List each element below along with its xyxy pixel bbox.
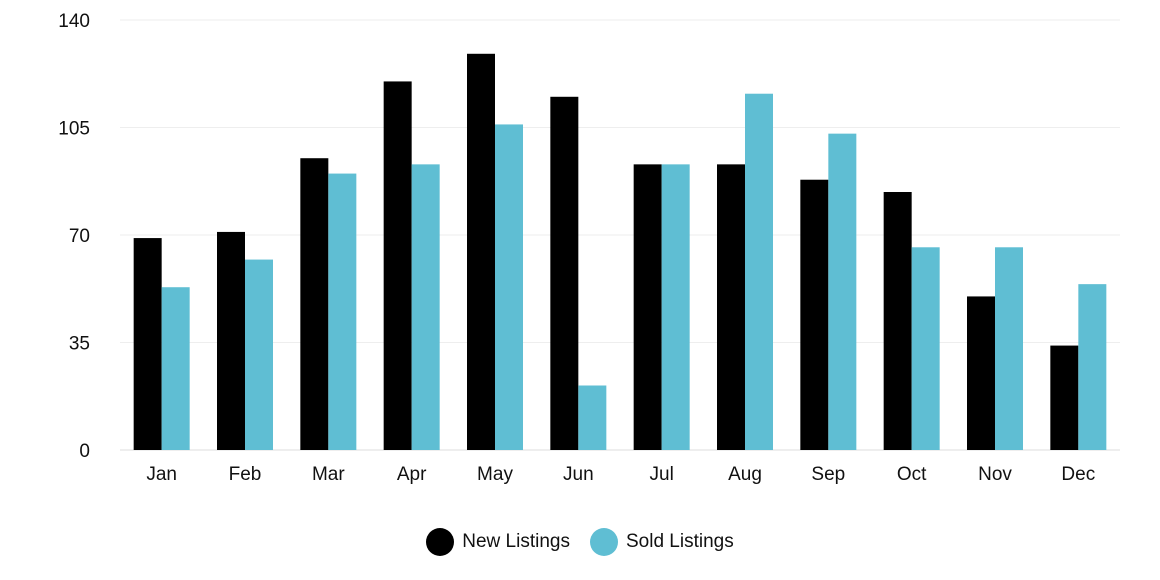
x-tick-label: Sep bbox=[811, 464, 845, 485]
bar-new-listings-jul[interactable]: New Listings Jul: 93 bbox=[633, 164, 662, 450]
y-tick-label: 0 bbox=[79, 441, 90, 462]
bar-sold-listings-apr[interactable]: Sold Listings Apr: 93 bbox=[411, 164, 440, 450]
x-tick-label: Aug bbox=[728, 464, 762, 485]
bar-sold-listings-dec[interactable]: Sold Listings Dec: 54 bbox=[1078, 284, 1107, 450]
legend-swatch-new-listings bbox=[426, 528, 455, 556]
y-tick-label: 140 bbox=[58, 11, 90, 32]
bar-sold-listings-mar[interactable]: Sold Listings Mar: 90 bbox=[328, 173, 357, 451]
bar-new-listings-nov[interactable]: New Listings Nov: 50 bbox=[967, 296, 995, 450]
x-tick-label: May bbox=[477, 464, 513, 485]
y-tick-label: 70 bbox=[69, 226, 90, 247]
bar-new-listings-jun[interactable]: New Listings Jun: 115 bbox=[550, 96, 579, 451]
x-tick-label: Jul bbox=[650, 464, 674, 485]
bar-sold-listings-jan[interactable]: Sold Listings Jan: 53 bbox=[161, 287, 190, 450]
legend-item-sold-listings[interactable]: Sold Listings bbox=[589, 528, 734, 556]
gridlines bbox=[120, 19, 1120, 451]
bar-sold-listings-oct[interactable]: Sold Listings Oct: 66 bbox=[911, 247, 940, 450]
y-axis-ticks: 0 35 70 105 140 bbox=[58, 11, 90, 462]
x-tick-label: Jun bbox=[563, 464, 594, 485]
bar-sold-listings-aug[interactable]: Sold Listings Aug: 116 bbox=[745, 93, 773, 450]
x-tick-label: Dec bbox=[1061, 464, 1095, 485]
bar-new-listings-feb[interactable]: New Listings Feb: 71 bbox=[217, 231, 245, 450]
bar-sold-listings-may[interactable]: Sold Listings May: 106 bbox=[495, 124, 523, 450]
legend-label-sold-listings: Sold Listings bbox=[625, 531, 734, 552]
bar-new-listings-sep[interactable]: New Listings Sep: 88 bbox=[800, 179, 829, 450]
x-tick-label: Nov bbox=[978, 464, 1012, 485]
x-tick-label: Feb bbox=[229, 464, 262, 485]
x-tick-label: Jan bbox=[146, 464, 177, 485]
legend-label-new-listings: New Listings bbox=[462, 531, 570, 552]
legend-item-new-listings[interactable]: New Listings bbox=[426, 528, 570, 556]
bar-sold-listings-jul[interactable]: Sold Listings Jul: 93 bbox=[661, 164, 690, 450]
bar-sold-listings-feb[interactable]: Sold Listings Feb: 62 bbox=[245, 259, 273, 450]
bar-sold-listings-nov[interactable]: Sold Listings Nov: 66 bbox=[995, 247, 1023, 450]
y-tick-label: 35 bbox=[69, 334, 90, 355]
bar-new-listings-aug[interactable]: New Listings Aug: 93 bbox=[717, 164, 745, 450]
bar-new-listings-may[interactable]: New Listings May: 129 bbox=[467, 53, 495, 451]
legend: New Listings Sold Listings bbox=[0, 528, 1160, 556]
x-axis-ticks: Jan Feb Mar Apr May Jun Jul Aug Sep Oct Nov Dec bbox=[146, 464, 1095, 485]
bars: New Listings Jan: 69Sold Listings Jan: 5… bbox=[133, 53, 1107, 451]
bar-new-listings-oct[interactable]: New Listings Oct: 84 bbox=[883, 192, 912, 450]
bar-sold-listings-jun[interactable]: Sold Listings Jun: 21 bbox=[578, 385, 607, 451]
y-tick-label: 105 bbox=[58, 119, 90, 140]
bar-sold-listings-sep[interactable]: Sold Listings Sep: 103 bbox=[828, 133, 857, 450]
bar-new-listings-dec[interactable]: New Listings Dec: 34 bbox=[1050, 345, 1079, 450]
x-tick-label: Oct bbox=[897, 464, 927, 485]
legend-swatch-sold-listings bbox=[589, 528, 618, 556]
x-tick-label: Mar bbox=[312, 464, 345, 485]
x-tick-label: Apr bbox=[397, 464, 427, 485]
bar-new-listings-mar[interactable]: New Listings Mar: 95 bbox=[300, 158, 329, 450]
bar-new-listings-jan[interactable]: New Listings Jan: 69 bbox=[133, 238, 162, 450]
bar-new-listings-apr[interactable]: New Listings Apr: 120 bbox=[383, 81, 412, 450]
